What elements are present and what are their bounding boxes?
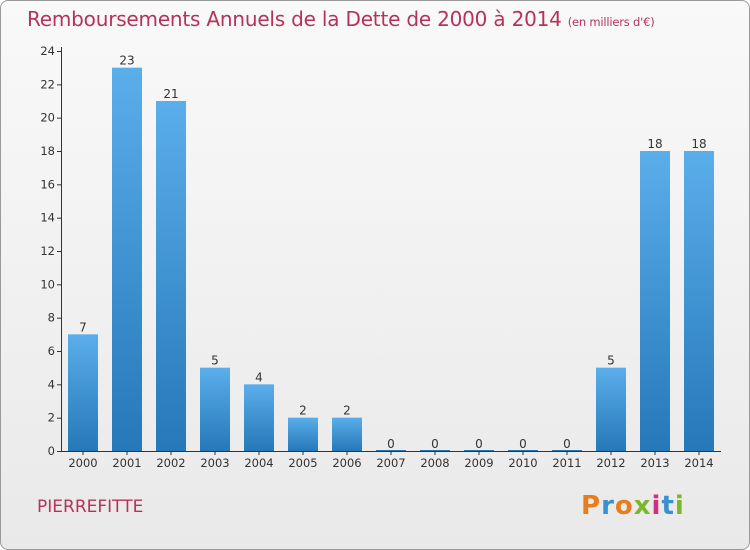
- value-label-2006: 2: [343, 404, 351, 418]
- bar-2006: [332, 417, 362, 451]
- bar-2012: [596, 367, 626, 451]
- logo-letter: i: [674, 491, 685, 521]
- x-tick-label-2011: 2011: [552, 456, 581, 470]
- value-label-2013: 18: [647, 137, 662, 151]
- value-label-2000: 7: [79, 320, 87, 334]
- x-tick-label-2012: 2012: [596, 456, 625, 470]
- x-tick-label-2002: 2002: [156, 456, 185, 470]
- bars-group: [68, 67, 714, 452]
- y-tick-label-10: 10: [40, 277, 55, 291]
- bar-2001: [112, 67, 142, 452]
- bar-2013: [640, 151, 670, 451]
- y-tick-label-0: 0: [48, 444, 55, 458]
- value-label-2011: 0: [563, 437, 571, 451]
- value-label-2008: 0: [431, 437, 439, 451]
- value-label-2009: 0: [475, 437, 483, 451]
- value-labels-group: 7 23 21 5 4 2 2 0 0 0 0 0 5 18 18: [79, 54, 706, 451]
- x-tick-label-2014: 2014: [684, 456, 713, 470]
- x-tick-label-2006: 2006: [332, 456, 361, 470]
- chart-title: Remboursements Annuels de la Dette de 20…: [27, 7, 655, 31]
- value-label-2004: 4: [255, 370, 263, 384]
- value-label-2001: 23: [119, 54, 134, 68]
- logo-letter: o: [614, 491, 634, 521]
- value-label-2010: 0: [519, 437, 527, 451]
- logo-letter: r: [601, 491, 615, 521]
- bar-2014: [684, 151, 714, 451]
- y-tick-label-2: 2: [48, 411, 55, 425]
- logo-letter: P: [581, 491, 602, 521]
- value-label-2005: 2: [299, 404, 307, 418]
- commune-name: PIERREFITTE: [37, 497, 144, 517]
- x-tick-label-2003: 2003: [200, 456, 229, 470]
- y-tick-label-18: 18: [40, 144, 55, 158]
- y-tick-label-12: 12: [40, 244, 55, 258]
- bar-2002: [156, 101, 186, 451]
- x-tick-label-2005: 2005: [288, 456, 317, 470]
- value-label-2002: 21: [163, 87, 178, 101]
- x-tick-label-2008: 2008: [420, 456, 449, 470]
- x-tick-label-2004: 2004: [244, 456, 273, 470]
- bar-2004: [244, 384, 274, 451]
- y-tick-label-16: 16: [40, 177, 55, 191]
- value-label-2014: 18: [691, 137, 706, 151]
- x-tick-label-2009: 2009: [464, 456, 493, 470]
- value-label-2007: 0: [387, 437, 395, 451]
- y-tick-label-6: 6: [48, 344, 55, 358]
- bar-2000: [68, 334, 98, 451]
- value-label-2003: 5: [211, 354, 219, 368]
- logo-letter: i: [651, 491, 662, 521]
- y-tick-label-24: 24: [40, 44, 55, 58]
- axes-group: 2000 2001 2002 2003 2004 2005 2006 2007 2008 2009…: [40, 44, 721, 470]
- x-tick-label-2000: 2000: [68, 456, 97, 470]
- x-tick-label-2013: 2013: [640, 456, 669, 470]
- chart-unit: (en milliers d'€): [567, 15, 655, 29]
- x-tick-label-2010: 2010: [508, 456, 537, 470]
- y-tick-label-20: 20: [40, 111, 55, 125]
- x-tick-label-2001: 2001: [112, 456, 141, 470]
- x-tick-label-2007: 2007: [376, 456, 405, 470]
- proxiti-logo[interactable]: Proxiti: [581, 491, 685, 521]
- logo-letter: x: [633, 491, 652, 521]
- value-label-2012: 5: [607, 354, 615, 368]
- y-tick-label-8: 8: [48, 311, 55, 325]
- y-tick-label-4: 4: [48, 377, 55, 391]
- logo-letter: t: [661, 491, 675, 521]
- bar-2003: [200, 367, 230, 451]
- chart-title-text: Remboursements Annuels de la Dette de 20…: [27, 7, 562, 31]
- bar-2005: [288, 417, 318, 451]
- y-tick-label-22: 22: [40, 77, 55, 91]
- y-tick-label-14: 14: [40, 211, 55, 225]
